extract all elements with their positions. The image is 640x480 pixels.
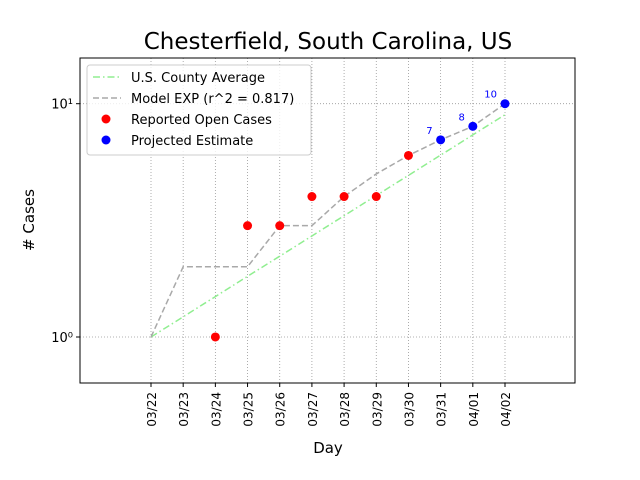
legend-label: U.S. County Average — [131, 71, 265, 86]
legend-label: Model EXP (r^2 = 0.817) — [131, 92, 294, 107]
legend-marker — [101, 135, 111, 145]
data-point — [468, 121, 478, 131]
x-tick-label: 03/29 — [370, 392, 384, 427]
data-point — [339, 192, 349, 202]
data-label: 7 — [426, 126, 432, 137]
x-tick-label: 03/25 — [242, 392, 256, 427]
y-tick-label: 10⁰ — [51, 331, 73, 346]
legend-box — [86, 64, 312, 156]
data-point — [500, 99, 510, 109]
x-tick-label: 03/22 — [145, 392, 159, 427]
series-line — [150, 114, 506, 338]
x-tick-label: 03/23 — [177, 392, 191, 427]
x-tick-label: 03/27 — [306, 392, 320, 427]
y-axis-label: # Cases — [20, 189, 38, 251]
data-point — [243, 221, 253, 231]
x-tick-label: 03/28 — [338, 392, 352, 427]
data-label: 8 — [458, 112, 464, 123]
data-point — [210, 332, 220, 342]
legend-label: Projected Estimate — [131, 134, 253, 149]
legend-marker — [101, 114, 111, 124]
y-tick-label: 10¹ — [51, 98, 73, 113]
x-tick-label: 03/24 — [209, 392, 223, 427]
data-label: 10 — [484, 90, 497, 101]
data-point — [371, 192, 381, 202]
x-tick-label: 04/01 — [467, 392, 481, 427]
data-point — [307, 192, 317, 202]
data-point — [275, 221, 285, 231]
x-tick-label: 03/31 — [435, 392, 449, 427]
plot-frame — [79, 57, 576, 384]
chart-title: Chesterfield, South Carolina, US — [144, 29, 512, 55]
x-tick-label: 04/02 — [499, 392, 513, 427]
data-point — [436, 135, 446, 145]
x-tick-label: 03/26 — [274, 392, 288, 427]
legend-label: Reported Open Cases — [131, 113, 272, 128]
series-line — [150, 103, 506, 338]
x-tick-label: 03/30 — [402, 392, 416, 427]
data-point — [403, 150, 413, 160]
x-axis-label: Day — [313, 439, 343, 457]
